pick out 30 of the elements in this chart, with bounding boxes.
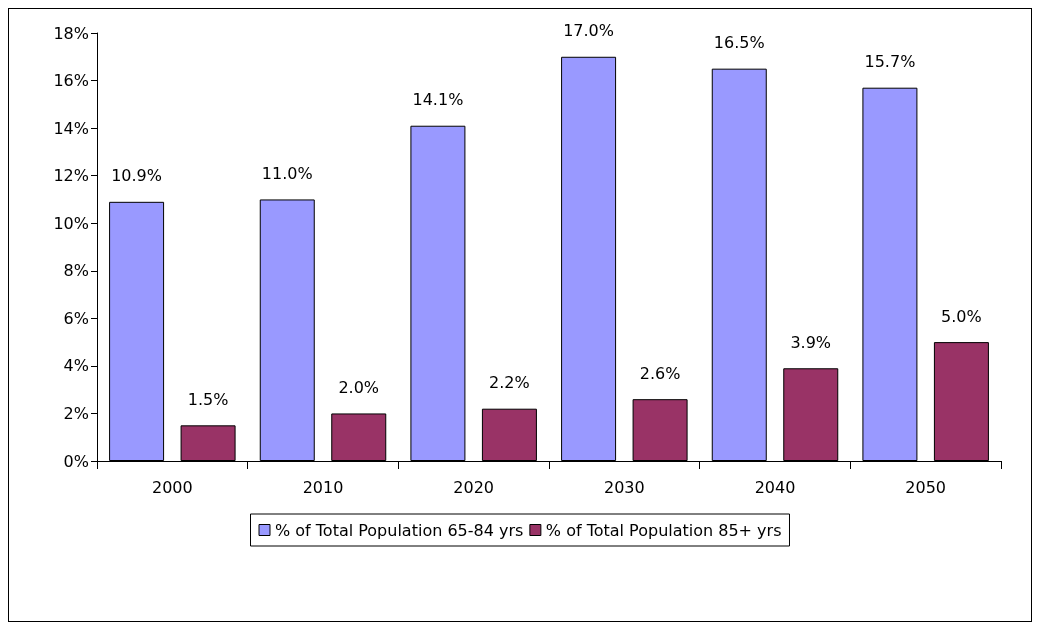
y-tick-label: 16% — [53, 71, 89, 91]
legend-label: % of Total Population 65-84 yrs — [275, 520, 524, 540]
y-tick-label: 2% — [63, 403, 89, 423]
x-tick-label: 2000 — [151, 477, 193, 497]
x-tick-label: 2020 — [453, 477, 495, 497]
y-tick-label: 12% — [53, 166, 89, 186]
data-label: 5.0% — [941, 306, 982, 326]
legend-label: % of Total Population 85+ yrs — [545, 520, 782, 540]
y-tick-label: 0% — [63, 451, 89, 471]
x-tick-label: 2040 — [754, 477, 796, 497]
data-label: 14.1% — [412, 90, 464, 110]
x-tick-label: 2030 — [603, 477, 645, 497]
data-label: 11.0% — [261, 163, 313, 183]
x-tick-label: 2010 — [302, 477, 344, 497]
y-tick-label: 18% — [53, 23, 89, 43]
data-label: 2.0% — [338, 377, 380, 397]
data-label: 1.5% — [187, 389, 229, 409]
data-label: 17.0% — [563, 21, 614, 41]
x-tick-label: 2050 — [905, 477, 947, 497]
data-label: 16.5% — [713, 33, 765, 53]
data-label: 10.9% — [111, 166, 162, 186]
data-label: 2.2% — [489, 373, 530, 393]
data-label: 3.9% — [790, 332, 832, 352]
y-tick-label: 4% — [63, 356, 89, 376]
data-label: 2.6% — [639, 363, 681, 383]
y-tick-label: 8% — [63, 261, 89, 281]
data-label: 15.7% — [864, 52, 916, 72]
y-tick-label: 14% — [53, 118, 89, 138]
y-tick-label: 10% — [53, 213, 89, 233]
y-tick-label: 6% — [63, 308, 89, 328]
